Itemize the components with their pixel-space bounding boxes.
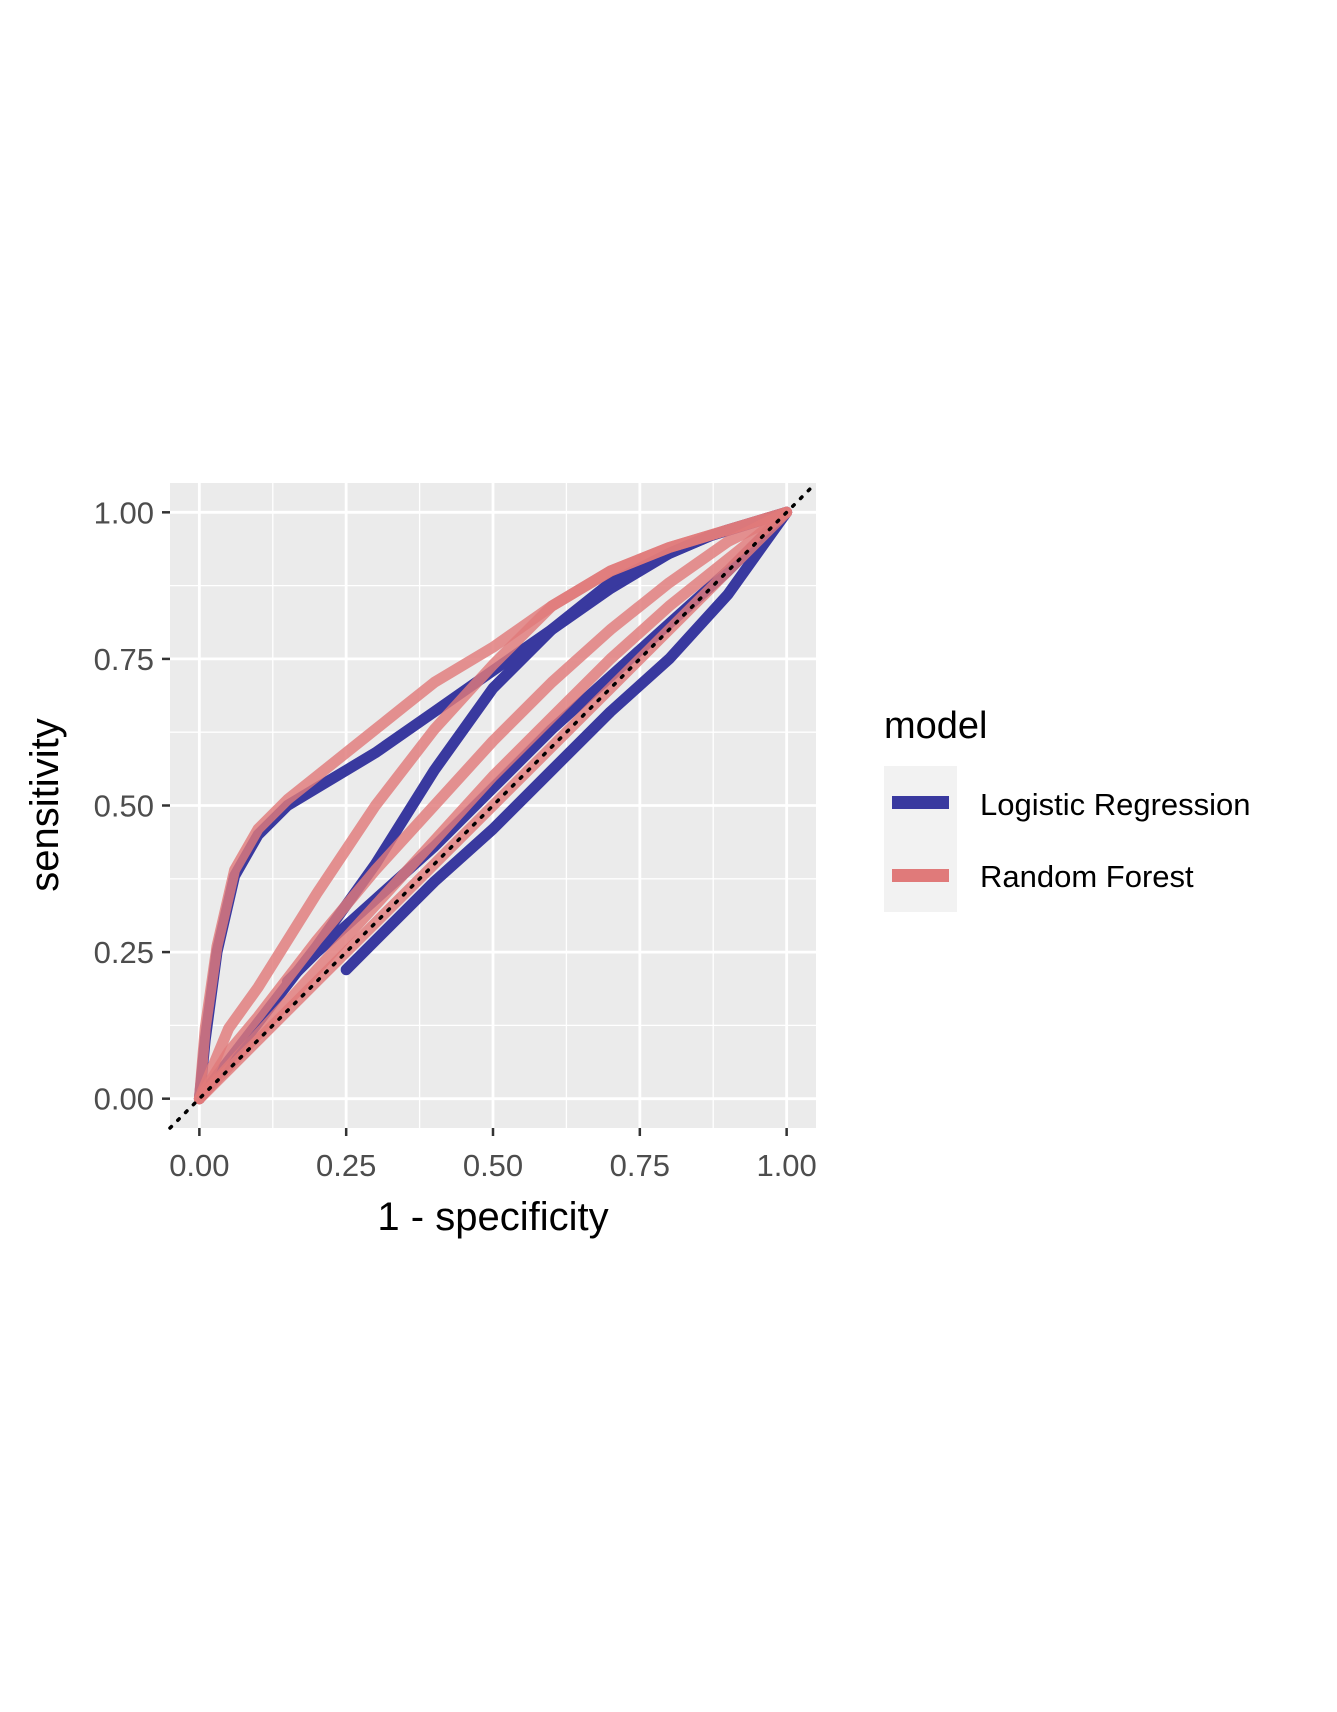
y-axis-title: sensitivity bbox=[23, 718, 67, 891]
reference-diagonal-line bbox=[168, 481, 818, 1130]
legend-label-logistic-regression: Logistic Regression bbox=[980, 787, 1251, 822]
legend-title: model bbox=[884, 705, 988, 747]
y-axis-ticks: 0.00 0.25 0.50 0.75 1.00 bbox=[94, 495, 170, 1117]
random-forest-roc-curve bbox=[193, 506, 793, 1105]
x-tick-label: 0.75 bbox=[610, 1148, 670, 1183]
random-forest-roc-curve bbox=[193, 506, 793, 1105]
x-tick-label: 1.00 bbox=[756, 1148, 816, 1183]
x-axis-title: 1 - specificity bbox=[377, 1195, 608, 1239]
x-tick-label: 0.50 bbox=[463, 1148, 523, 1183]
legend-label-random-forest: Random Forest bbox=[980, 859, 1194, 894]
legend-key-background bbox=[884, 766, 957, 912]
y-tick-label: 0.00 bbox=[94, 1082, 154, 1117]
x-tick-label: 0.25 bbox=[316, 1148, 376, 1183]
x-axis-ticks: 0.00 0.25 0.50 0.75 1.00 bbox=[169, 1128, 817, 1183]
y-tick-label: 0.50 bbox=[94, 789, 154, 824]
random-forest-roc-curve bbox=[193, 506, 793, 1105]
y-tick-label: 0.25 bbox=[94, 935, 154, 970]
legend: model Logistic Regression Random Forest bbox=[884, 705, 1251, 912]
y-tick-label: 0.75 bbox=[94, 642, 154, 677]
roc-curves bbox=[193, 506, 793, 1105]
legend-key-random-forest bbox=[892, 869, 949, 882]
y-tick-label: 1.00 bbox=[94, 495, 154, 530]
legend-key-logistic-regression bbox=[892, 796, 949, 809]
random-forest-roc-curve bbox=[193, 506, 793, 1105]
logistic-regression-roc-curve bbox=[340, 506, 793, 976]
x-tick-label: 0.00 bbox=[169, 1148, 229, 1183]
